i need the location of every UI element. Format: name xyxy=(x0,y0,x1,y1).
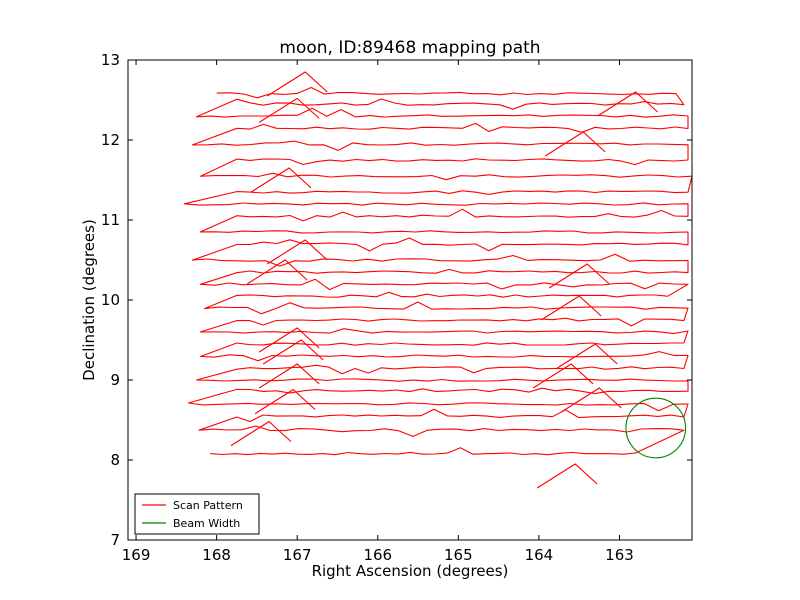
legend: Scan Pattern Beam Width xyxy=(134,493,260,535)
y-tick-label: 10 xyxy=(101,291,120,309)
scan-pattern-excursion xyxy=(532,363,594,389)
scan-pattern-excursion xyxy=(536,463,598,489)
x-tick-label: 164 xyxy=(525,546,554,564)
y-tick-label: 7 xyxy=(110,531,120,549)
scan-pattern-excursion xyxy=(548,263,610,289)
legend-label-scan-pattern: Scan Pattern xyxy=(173,499,243,512)
scan-pattern-excursion xyxy=(266,239,328,265)
x-tick-label: 167 xyxy=(283,546,312,564)
x-tick-label: 168 xyxy=(202,546,231,564)
scan-pattern-excursion xyxy=(258,97,320,123)
scan-pattern-excursion xyxy=(250,167,312,193)
scan-pattern-excursion xyxy=(266,71,328,97)
scan-pattern-line xyxy=(183,86,692,456)
scan-pattern-excursion xyxy=(544,131,606,157)
x-axis-label: Right Ascension (degrees) xyxy=(312,562,509,580)
beam-width-group xyxy=(625,397,687,459)
y-axis-label: Declination (degrees) xyxy=(80,219,98,381)
scan-pattern-excursion xyxy=(258,327,320,353)
legend-label-beam-width: Beam Width xyxy=(173,517,240,530)
x-tick-label: 163 xyxy=(605,546,634,564)
y-tick-label: 13 xyxy=(101,51,120,69)
x-tick-label: 169 xyxy=(122,546,151,564)
scan-pattern-excursion xyxy=(246,259,308,285)
scan-pattern-excursion xyxy=(557,343,618,369)
beam-width-circle xyxy=(625,397,687,459)
scan-pattern-excursion xyxy=(540,295,602,321)
y-tick-label: 8 xyxy=(110,451,120,469)
x-axis: 169 168 167 166 165 164 163 xyxy=(122,60,634,564)
y-axis: 7 8 9 10 11 12 13 xyxy=(101,51,692,549)
scan-pattern-excursion xyxy=(262,339,324,365)
scan-pattern-excursion xyxy=(254,388,316,415)
y-tick-label: 9 xyxy=(110,371,120,389)
chart-title: moon, ID:89468 mapping path xyxy=(279,38,540,58)
scan-pattern-excursion xyxy=(597,91,658,117)
y-tick-label: 12 xyxy=(101,131,120,149)
scan-pattern-excursion xyxy=(258,363,320,389)
scan-pattern-excursion xyxy=(561,387,622,413)
legend-box xyxy=(134,493,260,535)
x-tick-label: 165 xyxy=(444,546,473,564)
scan-pattern-excursion xyxy=(230,420,292,447)
y-tick-label: 11 xyxy=(101,211,120,229)
scan-pattern-group xyxy=(183,71,692,489)
x-tick-label: 166 xyxy=(363,546,392,564)
